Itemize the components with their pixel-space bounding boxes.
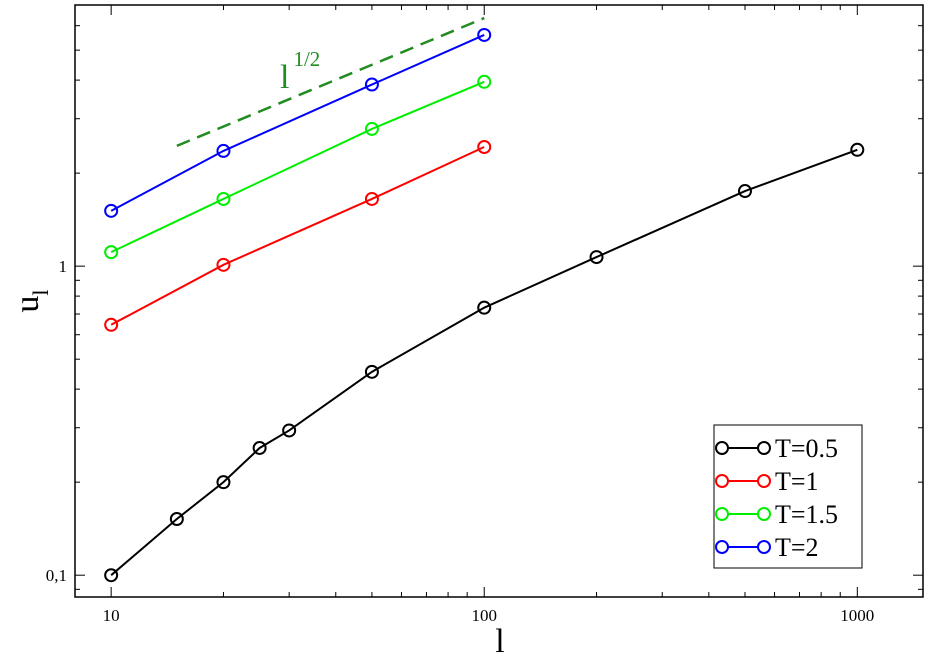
legend-marker [757, 507, 771, 521]
data-point [364, 364, 379, 379]
data-point [737, 184, 752, 199]
series-line [110, 146, 485, 326]
y-axis-label: ul [9, 289, 53, 312]
legend-label: T=1 [775, 467, 819, 496]
x-tick-label: 100 [471, 606, 497, 625]
y-tick-label: 1 [59, 257, 68, 276]
series-T=2 [104, 27, 492, 218]
legend-item: T=1 [715, 467, 819, 496]
data-point [477, 27, 492, 42]
data-point [216, 143, 231, 158]
reference-line [176, 16, 485, 148]
data-point [364, 191, 379, 206]
legend-item: T=2 [715, 533, 819, 562]
series-line [110, 80, 485, 254]
data-point [364, 77, 379, 92]
data-point [850, 142, 865, 157]
series-T=1.5 [104, 74, 492, 260]
data-point [364, 121, 379, 136]
axis-ticks [75, 4, 923, 597]
data-series [104, 27, 865, 583]
reference-label-exponent: 1/2 [293, 47, 320, 71]
series-T=1 [104, 139, 492, 332]
legend-marker [757, 441, 771, 455]
data-point [104, 203, 119, 218]
y-tick-label: 0,1 [46, 566, 67, 585]
data-point [477, 300, 492, 315]
data-point [589, 250, 604, 265]
reference-label-base: l [280, 59, 289, 96]
legend-item: T=0.5 [715, 434, 838, 463]
data-point [216, 475, 231, 490]
tick-labels: 10 100 1000 0,1 1 [46, 257, 875, 625]
data-point [104, 245, 119, 260]
legend-label: T=0.5 [775, 434, 838, 463]
data-point [252, 440, 267, 455]
legend-marker [715, 441, 729, 455]
x-tick-label: 1000 [840, 606, 874, 625]
legend-marker [715, 474, 729, 488]
series-T=0.5 [104, 142, 865, 583]
plot-frame [74, 4, 924, 598]
legend-item: T=1.5 [715, 500, 838, 529]
data-point [104, 568, 119, 583]
legend-marker [757, 540, 771, 554]
legend-label: T=2 [775, 533, 819, 562]
legend-marker [715, 507, 729, 521]
series-line [110, 34, 485, 212]
data-point [169, 511, 184, 526]
data-point [216, 191, 231, 206]
legend: T=0.5 T=1 T=1.5 T=2 [713, 424, 863, 569]
data-point [282, 423, 297, 438]
svg-text:ul: ul [9, 289, 53, 312]
x-axis-label: l [495, 623, 504, 657]
reference-label: l 1/2 [280, 47, 320, 96]
y-axis-label-sub: l [28, 289, 53, 295]
x-tick-label: 10 [103, 606, 120, 625]
data-point [477, 139, 492, 154]
data-point [477, 74, 492, 89]
y-axis-label-base: u [9, 296, 46, 313]
data-point [216, 257, 231, 272]
reference-slope: l 1/2 [176, 16, 485, 148]
legend-marker [715, 540, 729, 554]
series-line [110, 148, 858, 576]
legend-label: T=1.5 [775, 500, 838, 529]
data-point [104, 317, 119, 332]
legend-marker [757, 474, 771, 488]
